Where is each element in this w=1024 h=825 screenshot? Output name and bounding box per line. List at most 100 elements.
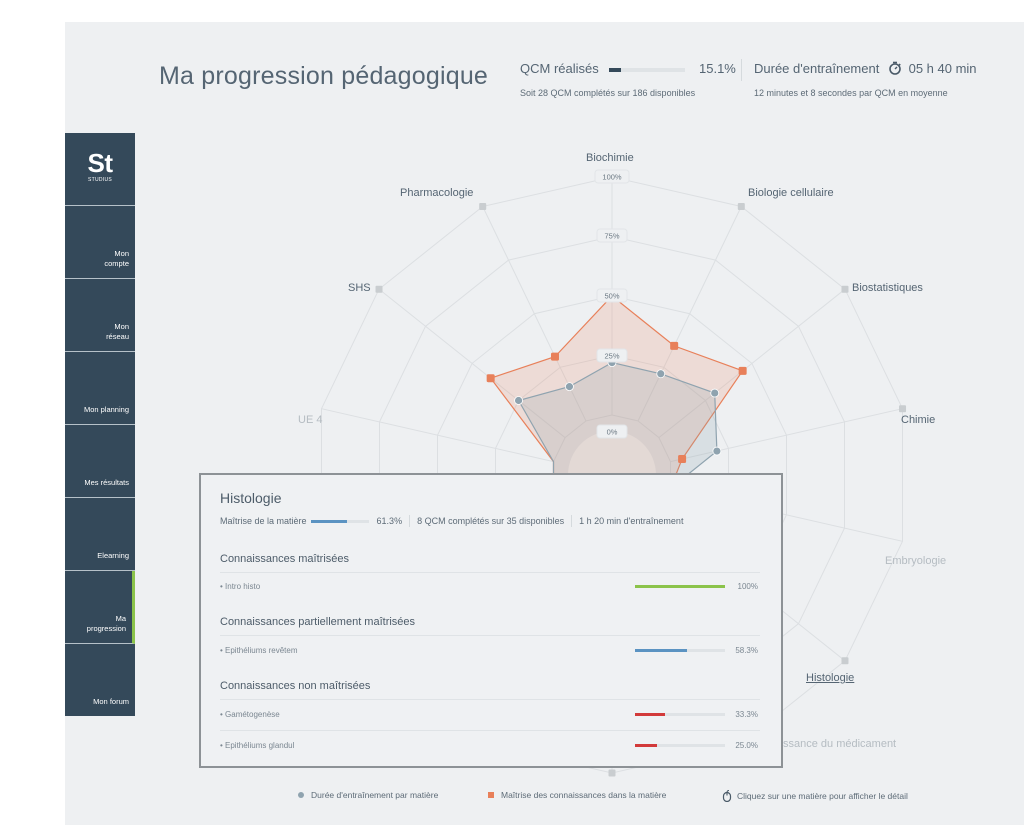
knowledge-item-value: 33.3%: [735, 710, 758, 719]
sidebar-item-label: compte: [104, 258, 129, 268]
sidebar-item-label: progression: [86, 623, 126, 633]
divider: [220, 730, 760, 731]
qcm-percent: 15.1%: [699, 61, 736, 76]
sidebar-item-mon-planning[interactable]: Mon planning: [65, 352, 135, 425]
mastery-bar-fill: [310, 519, 347, 523]
knowledge-item-bar-fill: [635, 713, 665, 716]
legend-hint: Cliquez sur une matière pour afficher le…: [722, 790, 908, 803]
sidebar-item-mon-compte[interactable]: Mon compte: [65, 206, 135, 279]
mastery-point: [678, 455, 687, 464]
qcm-progress-bar: [609, 67, 686, 72]
knowledge-item-bar: [635, 585, 725, 588]
qcm-subtitle: Soit 28 QCM complétés sur 186 disponible…: [520, 88, 696, 98]
detail-subject-title: Histologie: [220, 490, 282, 506]
duration-subtitle: 12 minutes et 8 secondes par QCM en moye…: [754, 88, 948, 98]
tick-0: 0%: [607, 428, 618, 437]
legend-label: Durée d'entraînement par matière: [311, 790, 439, 800]
axis-label-pharmacologie[interactable]: Pharmacologie: [400, 187, 474, 199]
axis-end-marker[interactable]: [899, 405, 907, 413]
sidebar-item-label: Elearning: [97, 550, 129, 560]
sidebar-item-mes-resultats[interactable]: Mes résultats: [65, 425, 135, 498]
knowledge-item-value: 58.3%: [735, 646, 758, 655]
mastery-point: [486, 374, 495, 383]
header-divider: [741, 59, 742, 81]
mastery-label: Maîtrise de la matière: [220, 516, 307, 526]
knowledge-item-value: 100%: [737, 582, 758, 591]
sidebar-item-label: Mon planning: [83, 404, 129, 414]
axis-label-biochimie[interactable]: Biochimie: [586, 152, 634, 164]
sidebar-item-mon-reseau[interactable]: Mon réseau: [65, 279, 135, 352]
sidebar-item-label: Mon: [114, 249, 129, 258]
axis-label-shs[interactable]: SHS: [348, 282, 371, 294]
sidebar-item-label: réseau: [106, 331, 129, 341]
knowledge-item-label: • Intro histo: [220, 582, 261, 591]
duration-point: [712, 446, 722, 456]
knowledge-item-bar: [635, 713, 725, 716]
square-icon: [488, 792, 494, 798]
page-title: Ma progression pédagogique: [159, 62, 489, 90]
sidebar-item-mon-forum[interactable]: Mon forum: [65, 644, 135, 716]
logo-mark: St: [87, 148, 114, 178]
axis-label-histologie[interactable]: Histologie: [806, 672, 855, 684]
divider: [220, 635, 760, 636]
mastery-point: [550, 352, 559, 361]
duration-value: 05 h 40 min: [908, 61, 977, 76]
knowledge-item-label: • Epithéliums revêtem: [220, 646, 298, 655]
tick-50: 50%: [604, 292, 619, 301]
axis-label-chimie[interactable]: Chimie: [901, 414, 936, 426]
duration-point: [656, 369, 666, 379]
legend-mastery: Maîtrise des connaissances dans la matiè…: [488, 790, 666, 800]
axis-label-ue4[interactable]: UE 4: [298, 414, 323, 426]
section-title-maitrisees: Connaissances maîtrisées: [220, 553, 350, 565]
detail-meta: Maîtrise de la matière 61.3% 8 QCM compl…: [220, 515, 683, 527]
section-title-partiellement: Connaissances partiellement maîtrisées: [220, 616, 416, 628]
detail-qcm-text: 8 QCM complétés sur 35 disponibles: [417, 516, 565, 526]
sidebar-item-ma-progression[interactable]: Ma progression: [65, 571, 135, 644]
mastery-point: [738, 366, 747, 375]
sidebar-item-elearning[interactable]: Elearning: [65, 498, 135, 571]
tick-box: [596, 424, 628, 439]
knowledge-item-bar-fill: [635, 649, 687, 652]
axis-label-connaissance-du-medicament[interactable]: ssance du médicament: [783, 738, 897, 750]
knowledge-item-bar-fill: [635, 744, 657, 747]
tick-box: [596, 288, 628, 303]
legend-hint-text: Cliquez sur une matière pour afficher le…: [737, 791, 908, 801]
sidebar-item-label: Ma: [115, 614, 126, 623]
sidebar-item-label: Mon forum: [93, 696, 129, 706]
axis-end-marker[interactable]: [737, 203, 745, 211]
axis-end-marker[interactable]: [608, 769, 616, 777]
divider: [220, 699, 760, 700]
axis-label-biologie-cellulaire[interactable]: Biologie cellulaire: [748, 187, 834, 199]
section-title-non-maitrisees: Connaissances non maîtrisées: [220, 680, 371, 692]
divider: [220, 572, 760, 573]
tick-75: 75%: [604, 232, 619, 241]
knowledge-item-label: • Gamétogenèse: [220, 710, 280, 719]
mastery-percent: 61.3%: [376, 516, 403, 526]
tick-25: 25%: [604, 352, 619, 361]
axis-end-marker[interactable]: [375, 285, 383, 293]
legend-duration: Durée d'entraînement par matière: [298, 790, 438, 800]
knowledge-item-bar: [635, 744, 725, 747]
stopwatch-icon: [888, 61, 902, 75]
knowledge-item-value: 25.0%: [735, 741, 758, 750]
knowledge-item-bar-fill: [635, 585, 725, 588]
tick-box: [596, 228, 628, 243]
duration-point: [710, 388, 720, 398]
axis-end-marker[interactable]: [841, 657, 849, 665]
duration-label: Durée d'entraînement: [754, 61, 880, 76]
meta-divider: [409, 515, 411, 527]
axis-label-biostatistiques[interactable]: Biostatistiques: [852, 282, 923, 294]
axis-end-marker[interactable]: [841, 285, 849, 293]
axis-end-marker[interactable]: [479, 203, 487, 211]
tick-100: 100%: [602, 173, 622, 182]
sidebar: St STUDIUS Mon compte Mon réseau Mon pla…: [65, 133, 135, 716]
qcm-label: QCM réalisés: [520, 61, 599, 76]
legend-label: Maîtrise des connaissances dans la matiè…: [501, 790, 667, 800]
sidebar-item-label: Mon: [114, 322, 129, 331]
axis-label-embryologie[interactable]: Embryologie: [885, 555, 947, 567]
duration-stat: Durée d'entraînement 05 h 40 min: [754, 61, 977, 76]
meta-divider: [571, 515, 573, 527]
studius-logo[interactable]: St STUDIUS: [65, 133, 135, 206]
sidebar-item-label: Mes résultats: [84, 477, 129, 487]
knowledge-item-label: • Epithéliums glandul: [220, 741, 295, 750]
